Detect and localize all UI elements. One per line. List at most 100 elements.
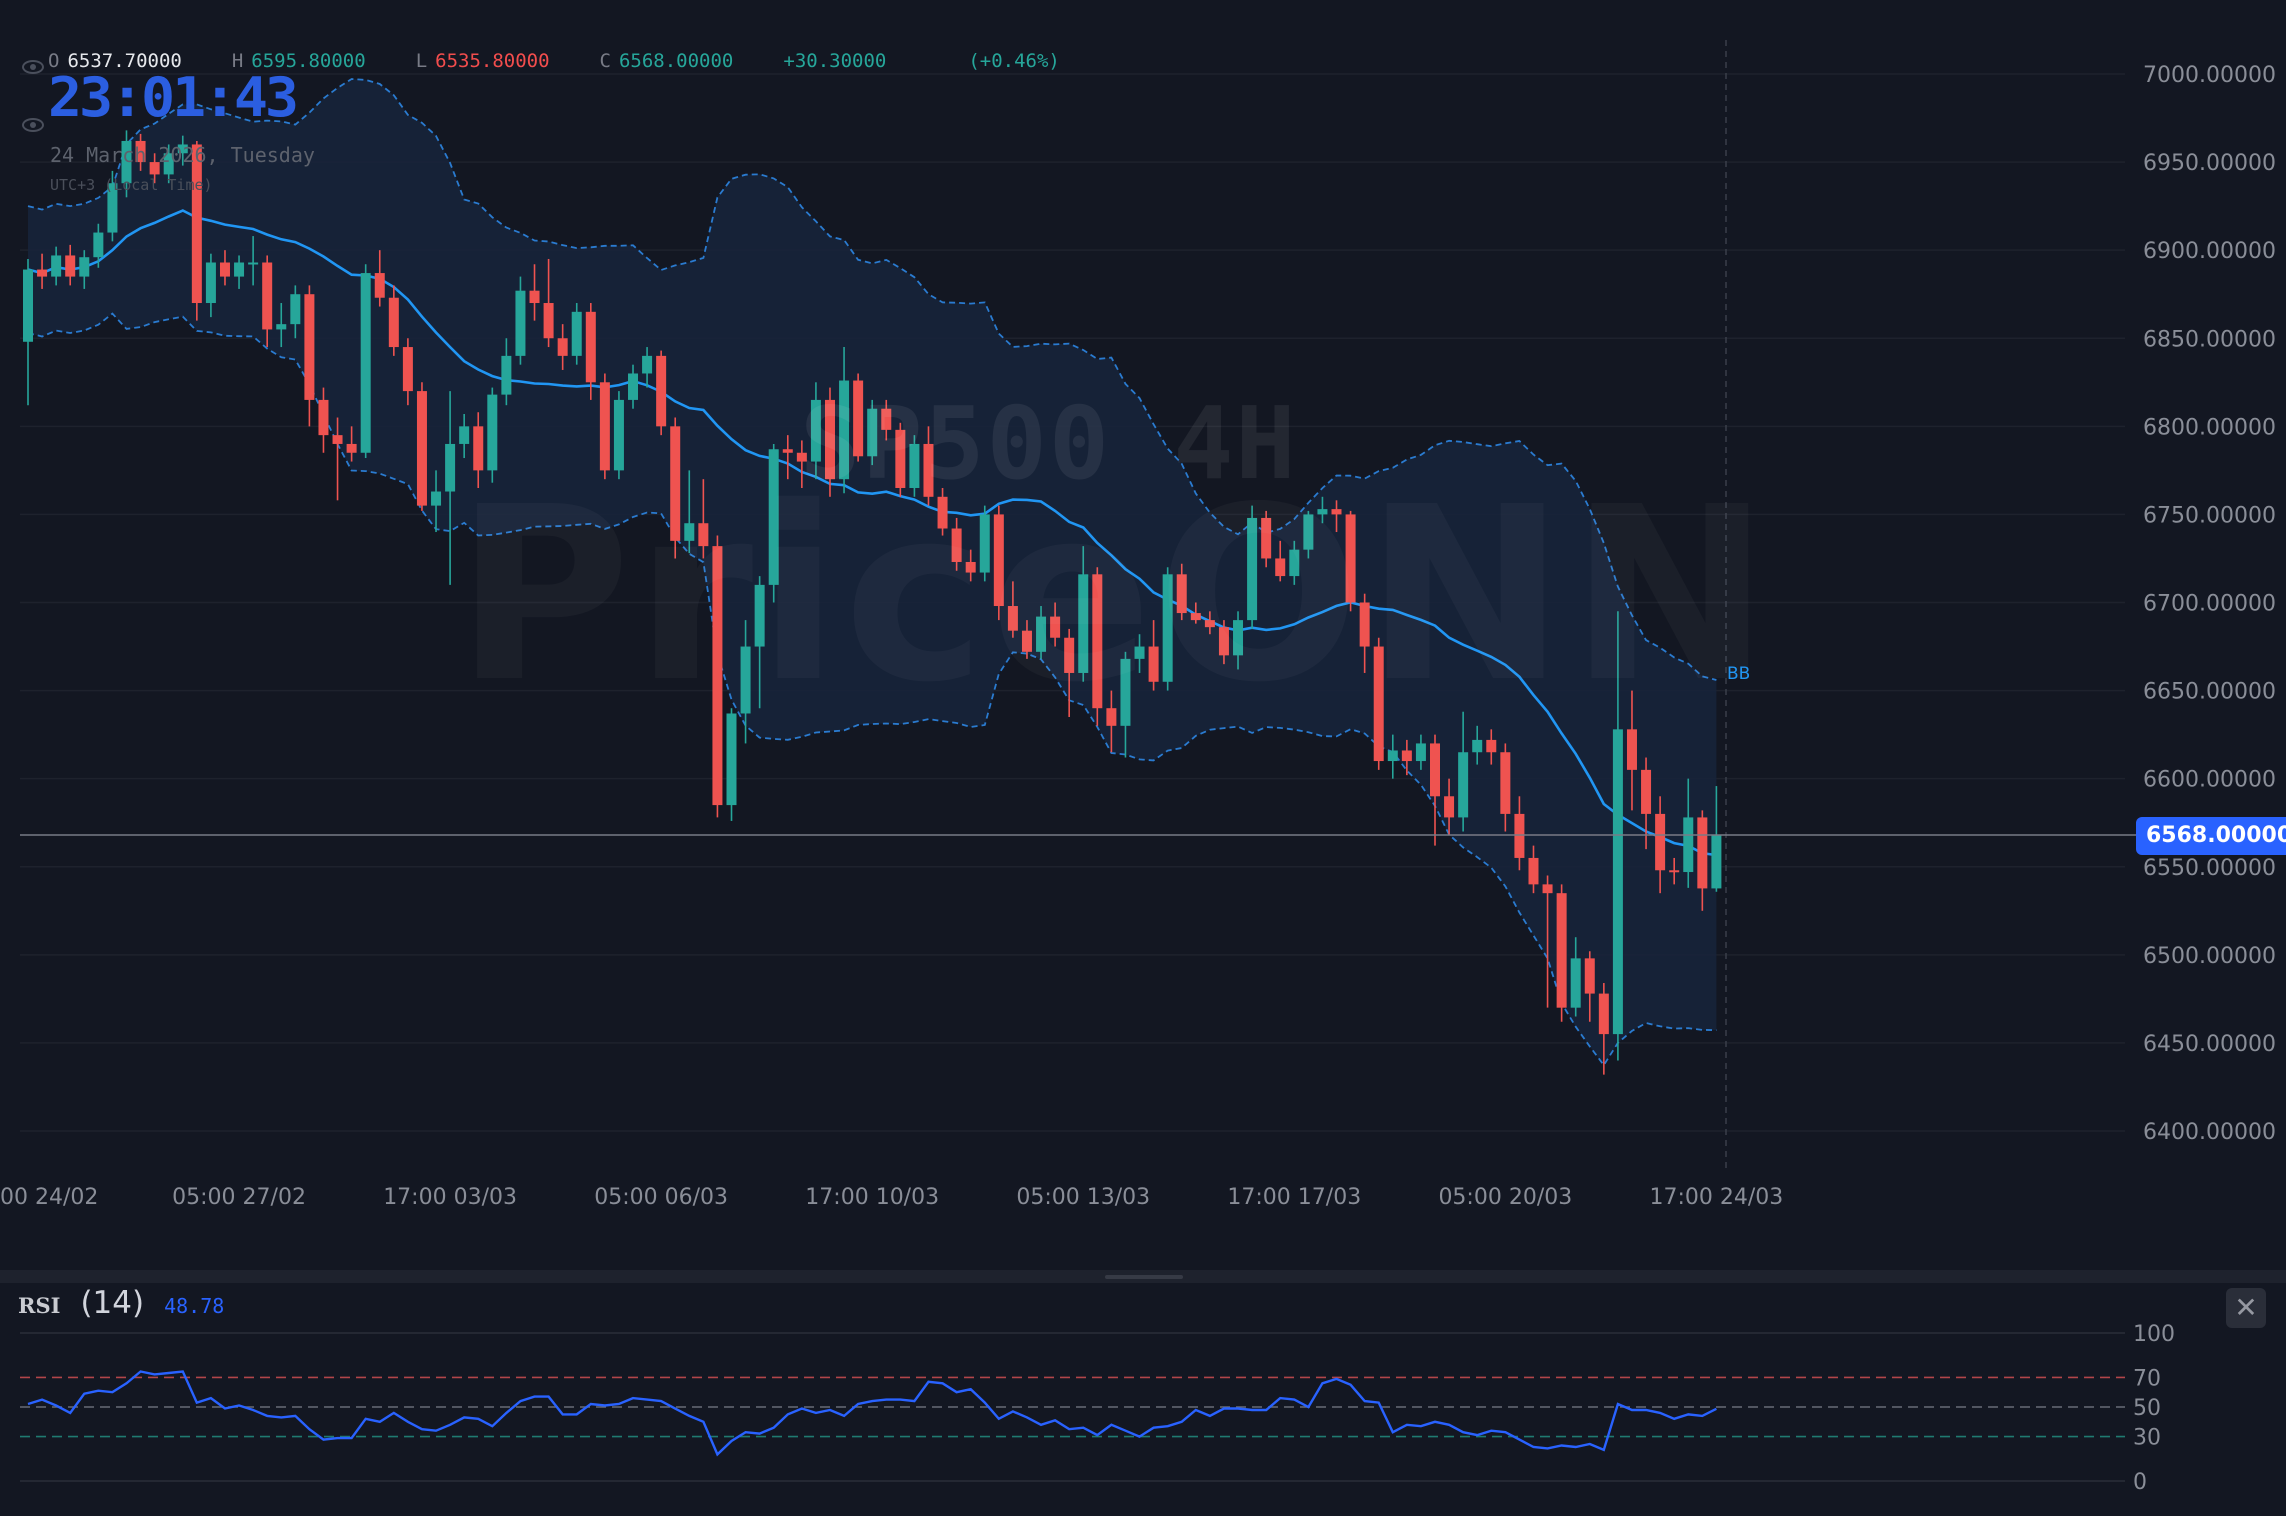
candle	[1570, 937, 1581, 1017]
eye-icon[interactable]	[22, 60, 44, 74]
candle	[1331, 500, 1342, 533]
candle-body	[1218, 627, 1229, 656]
candle-body	[824, 399, 835, 480]
high-label: H	[231, 50, 244, 72]
candle	[360, 264, 371, 459]
candle-body	[416, 391, 427, 506]
candle-body	[276, 324, 287, 330]
y-tick-label: 6400.00000	[2143, 1120, 2276, 1145]
candle	[993, 505, 1004, 621]
candle	[1190, 602, 1201, 624]
candle-body	[445, 443, 456, 492]
rsi-length: (14)	[80, 1285, 145, 1321]
candle	[1176, 563, 1187, 621]
candle-body	[951, 528, 962, 562]
candle-body	[346, 443, 357, 453]
candle-body	[1050, 616, 1061, 638]
candle-body	[1021, 630, 1032, 652]
candle-body	[1303, 514, 1314, 550]
candle	[543, 258, 554, 348]
y-tick-label: 6450.00000	[2143, 1032, 2276, 1057]
candle	[107, 170, 118, 242]
candle-body	[1261, 517, 1272, 559]
candle-body	[979, 514, 990, 573]
candle	[65, 244, 76, 286]
candle	[1598, 983, 1609, 1075]
candle	[163, 144, 174, 184]
rsi-tick-label: 0	[2133, 1470, 2147, 1495]
candle-body	[684, 523, 695, 541]
candle	[754, 576, 765, 709]
candle-body	[79, 257, 90, 277]
candle-body	[1641, 769, 1652, 814]
candle-body	[1148, 646, 1159, 682]
candle-body	[599, 382, 610, 471]
candle	[346, 426, 357, 462]
eye-icon[interactable]	[22, 118, 44, 132]
candle	[726, 708, 737, 821]
candle-body	[23, 269, 33, 342]
candle	[1486, 729, 1497, 765]
close-icon[interactable]: ✕	[2226, 1288, 2266, 1328]
candle	[1204, 611, 1215, 635]
candle	[1162, 567, 1173, 691]
candle-body	[1106, 708, 1117, 726]
candle	[51, 246, 62, 286]
candle	[1317, 496, 1328, 524]
candle-body	[318, 399, 329, 436]
candle	[853, 373, 864, 462]
rsi-line	[27, 1370, 1717, 1457]
candle-body	[374, 273, 385, 298]
candle-body	[1415, 743, 1426, 762]
candle	[881, 399, 892, 441]
candle	[1528, 845, 1539, 894]
candle-body	[1204, 620, 1215, 628]
watermark-brand: PriceONN	[455, 455, 1774, 735]
candle-body	[1528, 857, 1539, 885]
candle-body	[1373, 646, 1384, 762]
candle-body	[332, 435, 343, 444]
pane-separator[interactable]	[0, 1270, 2286, 1283]
candle-body	[1430, 743, 1440, 797]
x-tick-label: 17:00 24/03	[1650, 1185, 1784, 1210]
candle-body	[867, 408, 878, 457]
candle	[1134, 634, 1145, 673]
candle-body	[1331, 509, 1342, 515]
candle	[1359, 593, 1370, 673]
candle	[149, 153, 160, 184]
candle-body	[754, 584, 765, 647]
candle-body	[740, 646, 751, 714]
candle-body	[1458, 752, 1469, 818]
candle	[290, 285, 301, 339]
candle-body	[1556, 893, 1567, 1008]
candle-body	[1359, 602, 1370, 647]
candle-body	[1007, 606, 1018, 631]
candle	[585, 303, 596, 400]
candle-body	[121, 140, 132, 184]
candle	[979, 505, 990, 582]
candle	[1430, 734, 1440, 846]
candle	[1148, 620, 1159, 691]
rsi-plot: 100 70 50 30 0	[20, 1322, 2175, 1495]
candle-body	[191, 144, 202, 304]
ohlc-legend: O 6537.70000 H 6595.80000 L 6535.80000 C…	[48, 50, 1060, 72]
y-tick-label: 6800.00000	[2143, 415, 2276, 440]
candle-body	[1486, 739, 1497, 753]
candle	[909, 435, 920, 497]
candle-body	[585, 311, 596, 383]
candle	[698, 479, 709, 559]
candle-body	[51, 255, 62, 277]
candle	[431, 470, 442, 533]
candle	[796, 440, 807, 488]
candle-body	[1190, 613, 1201, 621]
candle	[1007, 581, 1018, 638]
resize-handle[interactable]	[1105, 1275, 1183, 1279]
x-tick-label: 05:00 27/02	[172, 1185, 306, 1210]
candle-body	[726, 713, 737, 806]
candle	[1500, 743, 1511, 832]
low-value: 6535.80000	[435, 50, 550, 72]
candle	[416, 382, 427, 511]
candle-body	[571, 311, 582, 356]
candle	[1711, 786, 1722, 892]
